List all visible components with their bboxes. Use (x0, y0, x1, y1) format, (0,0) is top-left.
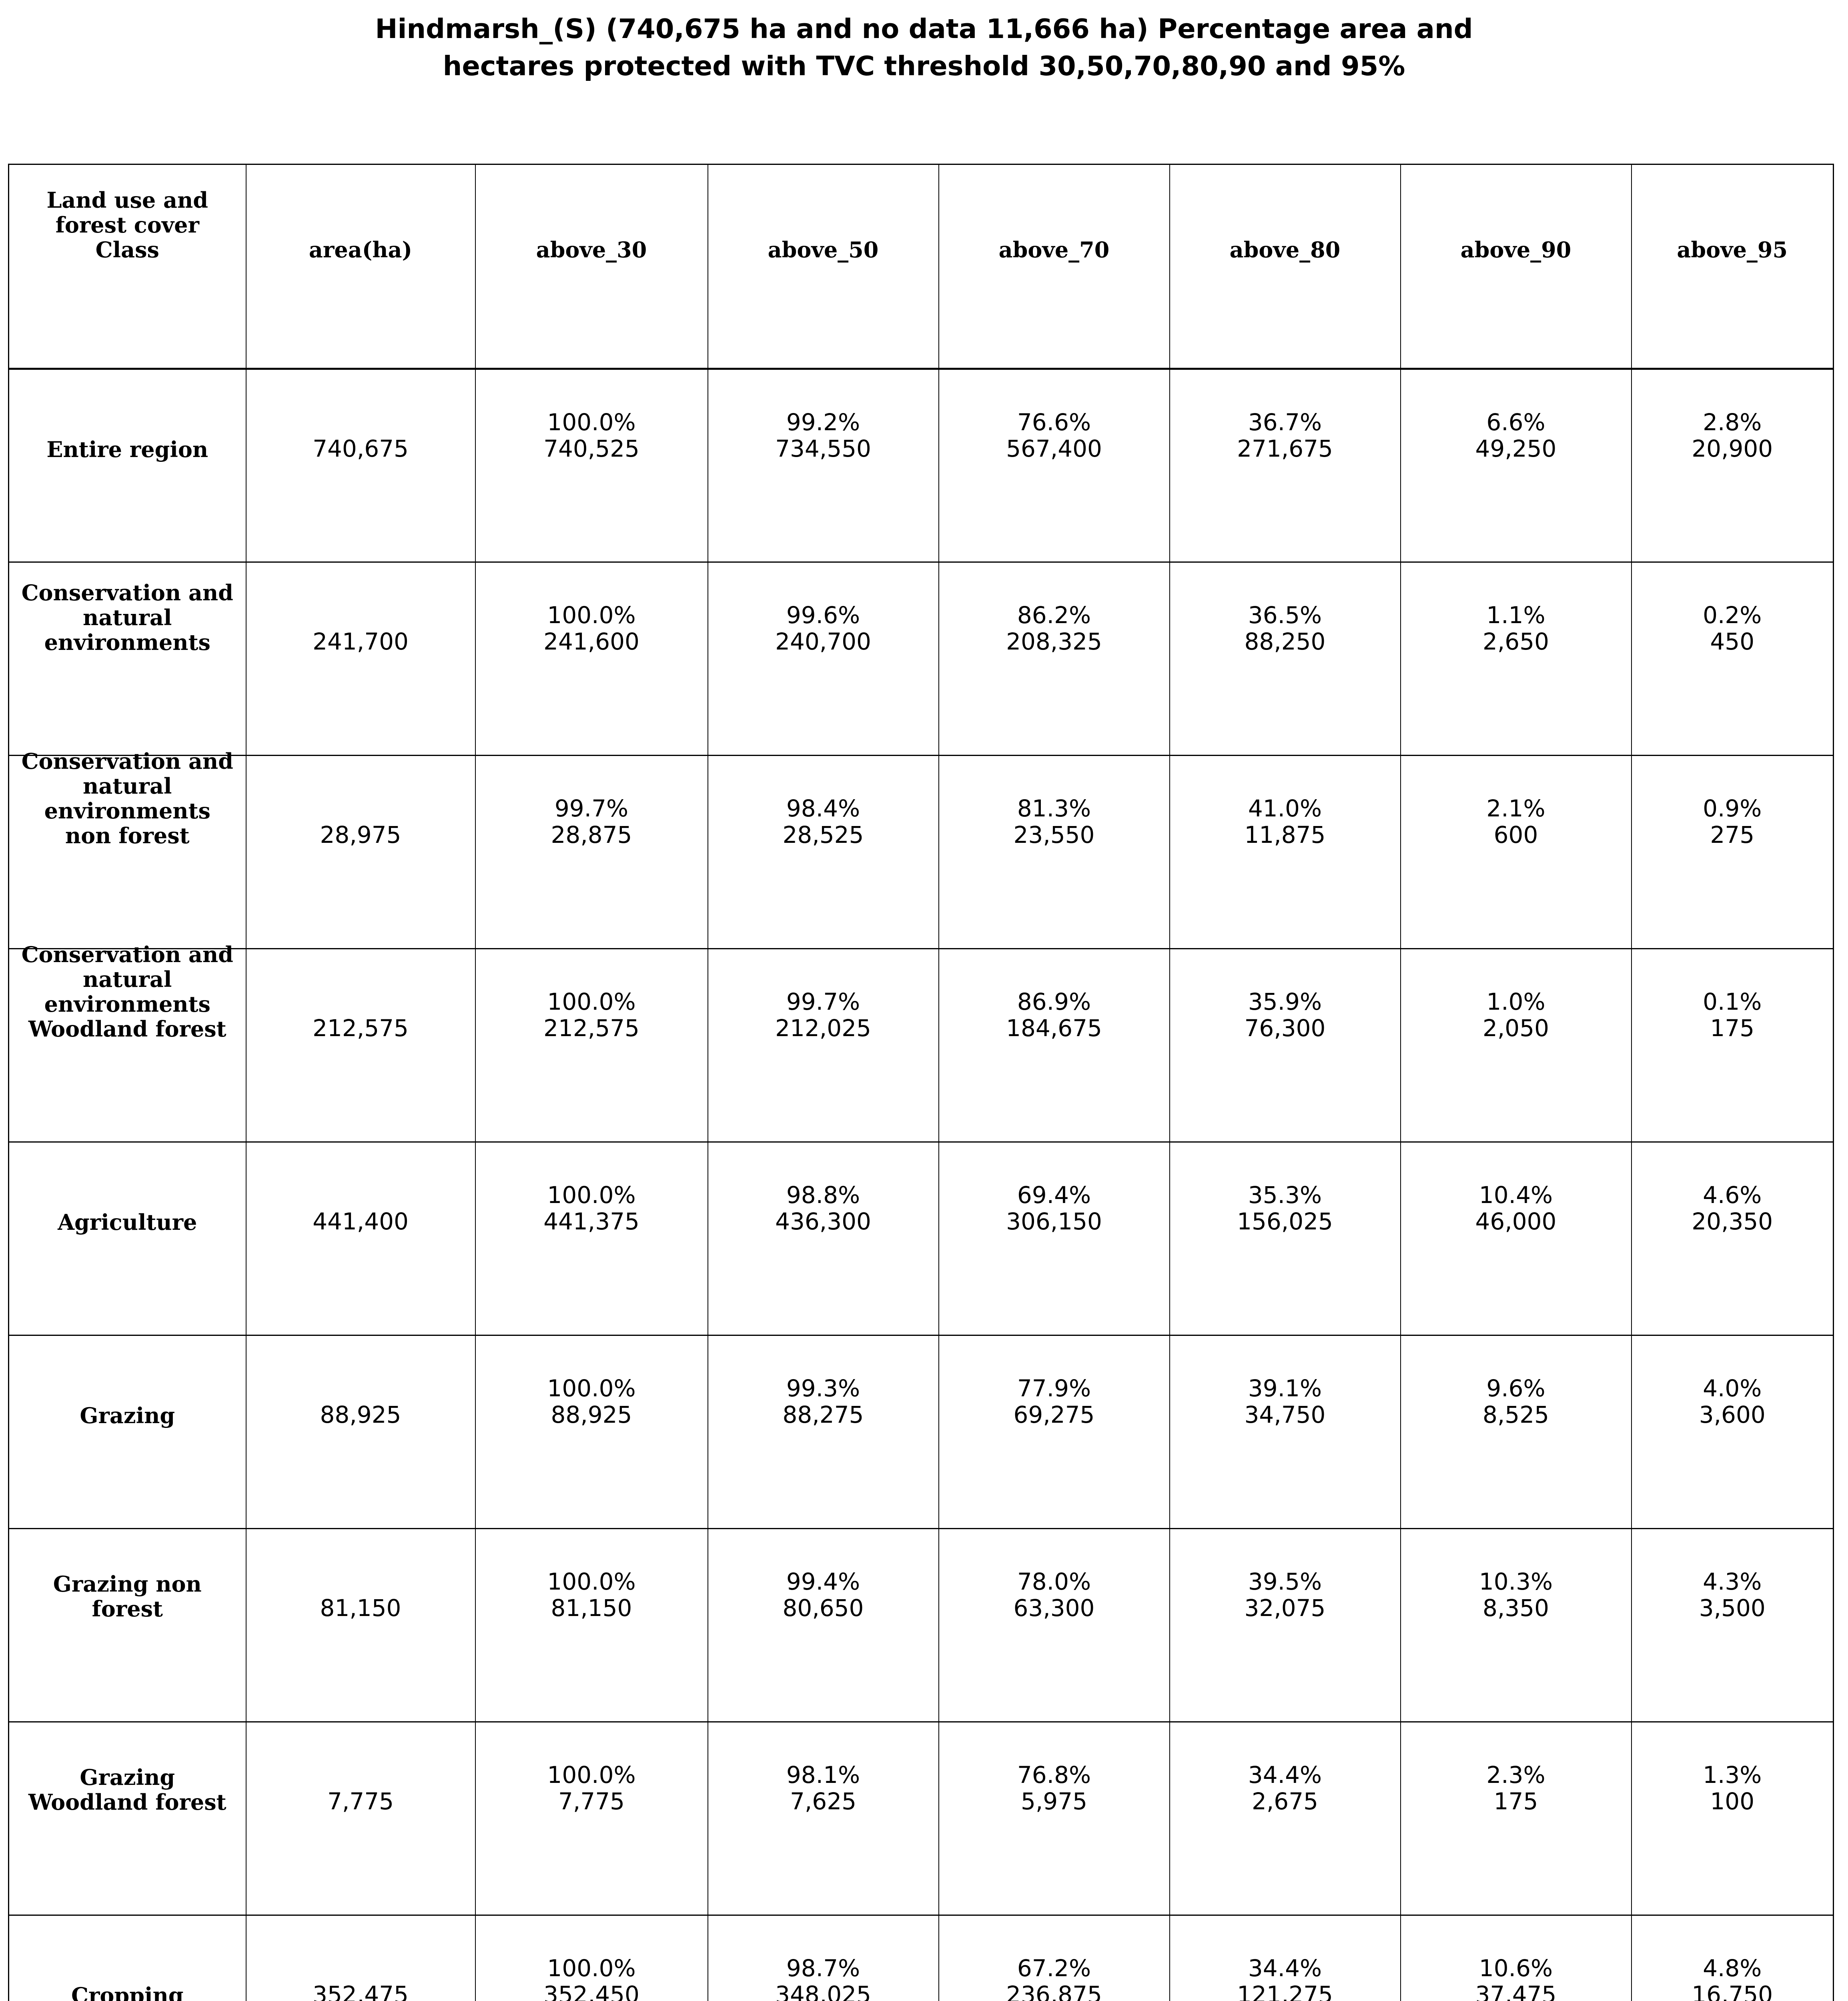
cell-above-80: 36.7% 271,675 (1169, 368, 1401, 563)
cell-above-70: 77.9% 69,275 (938, 1335, 1170, 1529)
cell-above-70: 86.9% 184,675 (938, 948, 1170, 1143)
cell-above-90: 2.3% 175 (1400, 1721, 1632, 1916)
col-header-above-95: above_95 (1631, 164, 1834, 370)
table-row: Conservation and natural environments Wo… (8, 942, 1834, 1143)
cell-area: 740,675 (245, 368, 476, 563)
cell-above-90: 10.4% 46,000 (1400, 1141, 1632, 1336)
cell-above-30: 100.0% 88,925 (475, 1335, 708, 1529)
cell-above-95: 0.9% 275 (1631, 755, 1834, 949)
cell-above-30: 100.0% 212,575 (475, 948, 708, 1143)
cell-above-50: 99.4% 80,650 (707, 1528, 939, 1722)
cell-above-80: 35.3% 156,025 (1169, 1141, 1401, 1336)
cell-above-80: 39.5% 32,075 (1169, 1528, 1401, 1722)
table-row: Grazing Woodland forest 7,775 100.0% 7,77… (8, 1721, 1834, 1916)
cell-above-70: 76.8% 5,975 (938, 1721, 1170, 1916)
cell-above-80: 34.4% 2,675 (1169, 1721, 1401, 1916)
cell-area: 352,475 (245, 1915, 476, 2001)
cell-above-90: 9.6% 8,525 (1400, 1335, 1632, 1529)
cell-above-70: 69.4% 306,150 (938, 1141, 1170, 1336)
cell-above-90: 1.1% 2,650 (1400, 561, 1632, 756)
col-header-class: Land use and forest cover Class (8, 164, 247, 370)
cell-above-95: 4.8% 16,750 (1631, 1915, 1834, 2001)
row-class-label: Grazing (8, 1335, 247, 1529)
cell-area: 88,925 (245, 1335, 476, 1529)
page-title-line2: hectares protected with TVC threshold 30… (443, 50, 1405, 82)
cell-above-50: 99.7% 212,025 (707, 948, 939, 1143)
cell-above-90: 1.0% 2,050 (1400, 948, 1632, 1143)
cell-above-80: 41.0% 11,875 (1169, 755, 1401, 949)
row-class-label: Conservation and natural environments Wo… (8, 942, 247, 1143)
cell-area: 241,700 (245, 561, 476, 756)
col-header-above-90: above_90 (1400, 164, 1632, 370)
header-row: Land use and forest cover Class area(ha)… (8, 164, 1834, 370)
row-class-label: Cropping (8, 1915, 247, 2001)
cell-above-70: 78.0% 63,300 (938, 1528, 1170, 1722)
row-class-label: Conservation and natural environments no… (8, 749, 247, 949)
cell-above-50: 99.3% 88,275 (707, 1335, 939, 1529)
tvc-protection-table: Land use and forest cover Class area(ha)… (8, 164, 1834, 2001)
cell-above-80: 36.5% 88,250 (1169, 561, 1401, 756)
row-class-label: Entire region (8, 368, 247, 563)
col-header-above-30: above_30 (475, 164, 708, 370)
row-class-label: Conservation and natural environments (8, 561, 247, 756)
table-row: Entire region 740,675 100.0% 740,525 99.2… (8, 368, 1834, 563)
cell-above-70: 81.3% 23,550 (938, 755, 1170, 949)
cell-above-95: 0.1% 175 (1631, 948, 1834, 1143)
cell-area: 81,150 (245, 1528, 476, 1722)
col-header-above-70: above_70 (938, 164, 1170, 370)
cell-above-80: 34.4% 121,275 (1169, 1915, 1401, 2001)
table-row: Grazing 88,925 100.0% 88,925 99.3% 88,275 … (8, 1335, 1834, 1529)
cell-above-30: 99.7% 28,875 (475, 755, 708, 949)
cell-area: 7,775 (245, 1721, 476, 1916)
col-header-area: area(ha) (245, 164, 476, 370)
table-row: Conservation and natural environments no… (8, 749, 1834, 949)
cell-area: 28,975 (245, 755, 476, 949)
table-row: Agriculture 441,400 100.0% 441,375 98.8% 4… (8, 1141, 1834, 1336)
cell-above-90: 6.6% 49,250 (1400, 368, 1632, 563)
cell-above-70: 86.2% 208,325 (938, 561, 1170, 756)
cell-above-50: 98.1% 7,625 (707, 1721, 939, 1916)
cell-above-30: 100.0% 441,375 (475, 1141, 708, 1336)
cell-above-30: 100.0% 352,450 (475, 1915, 708, 2001)
cell-area: 441,400 (245, 1141, 476, 1336)
page-title: Hindmarsh_(S) (740,675 ha and no data 11… (0, 10, 1848, 85)
cell-above-95: 4.3% 3,500 (1631, 1528, 1834, 1722)
cell-above-30: 100.0% 241,600 (475, 561, 708, 756)
cell-above-50: 98.8% 436,300 (707, 1141, 939, 1336)
cell-above-70: 76.6% 567,400 (938, 368, 1170, 563)
col-header-above-50: above_50 (707, 164, 939, 370)
cell-area: 212,575 (245, 948, 476, 1143)
table-row: Grazing non forest 81,150 100.0% 81,150 9… (8, 1528, 1834, 1722)
cell-above-90: 2.1% 600 (1400, 755, 1632, 949)
cell-above-95: 1.3% 100 (1631, 1721, 1834, 1916)
row-class-label: Grazing Woodland forest (8, 1721, 247, 1916)
cell-above-80: 39.1% 34,750 (1169, 1335, 1401, 1529)
row-class-label: Grazing non forest (8, 1528, 247, 1722)
cell-above-90: 10.6% 37,475 (1400, 1915, 1632, 2001)
cell-above-95: 2.8% 20,900 (1631, 368, 1834, 563)
cell-above-70: 67.2% 236,875 (938, 1915, 1170, 2001)
cell-above-50: 98.4% 28,525 (707, 755, 939, 949)
cell-above-30: 100.0% 81,150 (475, 1528, 708, 1722)
cell-above-95: 0.2% 450 (1631, 561, 1834, 756)
col-header-above-80: above_80 (1169, 164, 1401, 370)
page-title-line1: Hindmarsh_(S) (740,675 ha and no data 11… (375, 13, 1473, 44)
table-row: Cropping 352,475 100.0% 352,450 98.7% 348,… (8, 1915, 1834, 2001)
cell-above-50: 99.6% 240,700 (707, 561, 939, 756)
cell-above-80: 35.9% 76,300 (1169, 948, 1401, 1143)
table-row: Conservation and natural environments 24… (8, 561, 1834, 756)
cell-above-95: 4.6% 20,350 (1631, 1141, 1834, 1336)
cell-above-30: 100.0% 7,775 (475, 1721, 708, 1916)
cell-above-90: 10.3% 8,350 (1400, 1528, 1632, 1722)
cell-above-95: 4.0% 3,600 (1631, 1335, 1834, 1529)
cell-above-50: 99.2% 734,550 (707, 368, 939, 563)
cell-above-50: 98.7% 348,025 (707, 1915, 939, 2001)
cell-above-30: 100.0% 740,525 (475, 368, 708, 563)
row-class-label: Agriculture (8, 1141, 247, 1336)
